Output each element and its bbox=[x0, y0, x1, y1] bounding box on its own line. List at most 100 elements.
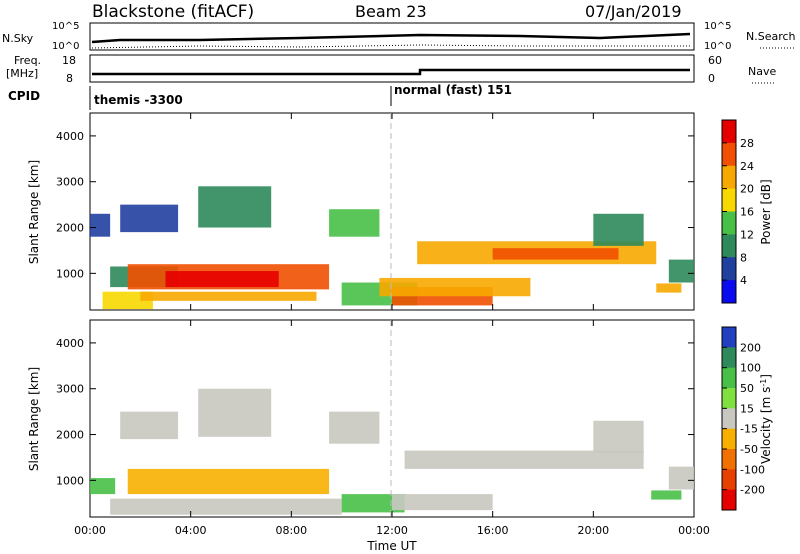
velocity-echo-band-4 bbox=[198, 388, 272, 437]
velocity-panel: 1000 2000 3000 4000 00:00 04:00 08:00 12:00 16:… bbox=[27, 319, 710, 553]
power-colorbar-label-1: 24 bbox=[740, 160, 754, 173]
power-echo-band-6 bbox=[120, 204, 179, 233]
freq-label: Freq. bbox=[14, 54, 41, 67]
power-echo-band-3 bbox=[165, 271, 279, 288]
cpid-label: CPID bbox=[8, 89, 40, 103]
power-echo-band-8 bbox=[329, 209, 380, 237]
power-colorbar: 28 24 20 16 12 8 4 Power [dB] bbox=[721, 119, 773, 304]
velocity-ytick-label-0: 1000 bbox=[56, 474, 84, 487]
figure-title: Blackstone (fitACF) bbox=[92, 2, 254, 22]
velocity-echo-band-3 bbox=[120, 411, 179, 440]
power-echo-band-5 bbox=[90, 213, 111, 237]
freq-panel: Freq. [MHz] 18 8 60 0 Nave bbox=[6, 54, 776, 85]
xtick-label-5: 20:00 bbox=[577, 524, 609, 537]
velocity-colorbar-label-2: 50 bbox=[740, 382, 754, 395]
xtick-label-6: 00:00 bbox=[678, 524, 710, 537]
power-ytick-label-1: 2000 bbox=[56, 222, 84, 235]
velocity-colorbar-swatch-2 bbox=[722, 367, 736, 389]
power-colorbar-swatch-5 bbox=[722, 234, 736, 258]
velocity-colorbar: 200 100 50 15 -15 -50 -100 -200 Velocity [m s-1… bbox=[721, 326, 773, 511]
date-label: 07/Jan/2019 bbox=[585, 2, 682, 21]
velocity-ytick-label-2: 3000 bbox=[56, 383, 84, 396]
nsearch-label: N.Search bbox=[746, 30, 796, 43]
power-colorbar-label-5: 8 bbox=[740, 251, 747, 264]
velocity-echo-band-5 bbox=[329, 411, 380, 444]
freq-line bbox=[92, 68, 690, 76]
beam-label: Beam 23 bbox=[355, 2, 427, 21]
nsearch-tick-top: 10^5 bbox=[704, 21, 731, 32]
velocity-colorbar-label-3: 15 bbox=[740, 402, 754, 415]
velocity-ytick-label-3: 4000 bbox=[56, 337, 84, 350]
velocity-echo-band-1 bbox=[110, 498, 342, 515]
velocity-colorbar-label-4: -15 bbox=[740, 423, 758, 436]
nave-tick-bottom: 0 bbox=[708, 72, 715, 85]
power-colorbar-swatch-0 bbox=[722, 120, 736, 144]
velocity-echo-band-11 bbox=[668, 466, 694, 490]
velocity-colorbar-swatch-0 bbox=[722, 327, 736, 348]
velocity-colorbar-label-7: -200 bbox=[740, 484, 765, 497]
velocity-colorbar-label-1: 100 bbox=[740, 362, 761, 375]
nsearch-line bbox=[91, 44, 690, 49]
cpid-segment-1: themis -3300 bbox=[94, 93, 183, 107]
power-ytick-label-2: 3000 bbox=[56, 176, 84, 189]
power-colorbar-swatch-2 bbox=[722, 165, 736, 190]
cpid-segment-2: normal (fast) 151 bbox=[394, 83, 512, 97]
velocity-echo-band-0 bbox=[90, 478, 116, 495]
velocity-colorbar-frame bbox=[721, 326, 737, 511]
velocity-echo-band-9 bbox=[593, 420, 644, 453]
velocity-echo-band-2 bbox=[127, 468, 330, 495]
power-echo-band-15 bbox=[656, 283, 682, 293]
power-ylabel: Slant Range [km] bbox=[27, 160, 41, 264]
freq-unit-label: [MHz] bbox=[6, 67, 38, 80]
velocity-echo-band-10 bbox=[651, 490, 682, 500]
nsky-line bbox=[91, 32, 691, 44]
power-colorbar-label-4: 12 bbox=[740, 228, 754, 241]
velocity-colorbar-label: Velocity [m s-1] bbox=[759, 374, 773, 464]
power-colorbar-swatch-3 bbox=[722, 188, 736, 212]
power-echo-band-11 bbox=[379, 277, 531, 297]
power-echo-band-16 bbox=[668, 259, 694, 283]
velocity-colorbar-label-0: 200 bbox=[740, 341, 761, 354]
x-axis-label: Time UT bbox=[366, 539, 417, 553]
power-ytick-label-0: 1000 bbox=[56, 267, 84, 280]
nave-label: Nave bbox=[748, 65, 776, 78]
power-panel: 1000 2000 3000 4000 Slant Range [km] bbox=[27, 112, 695, 311]
xtick-label-1: 04:00 bbox=[175, 524, 207, 537]
power-echo-band-14 bbox=[593, 213, 644, 246]
velocity-ylabel: Slant Range [km] bbox=[27, 367, 41, 471]
nave-tick-top: 60 bbox=[708, 54, 722, 67]
velocity-colorbar-label-6: -100 bbox=[740, 463, 765, 476]
nsky-label: N.Sky bbox=[2, 32, 34, 45]
velocity-colorbar-label-5: -50 bbox=[740, 443, 758, 456]
xtick-label-4: 16:00 bbox=[477, 524, 509, 537]
nsky-tick-top: 10^5 bbox=[52, 21, 79, 32]
velocity-colorbar-swatch-6 bbox=[722, 449, 736, 470]
power-echo-band-13 bbox=[492, 248, 619, 260]
nsearch-tick-bottom: 10^0 bbox=[704, 41, 731, 52]
power-ytick-label-3: 4000 bbox=[56, 130, 84, 143]
xtick-label-0: 00:00 bbox=[74, 524, 106, 537]
velocity-echo-band-8 bbox=[404, 450, 644, 469]
velocity-colorbar-swatch-4 bbox=[722, 408, 736, 430]
xtick-label-3: 12:00 bbox=[376, 524, 408, 537]
velocity-ytick-label-1: 2000 bbox=[56, 429, 84, 442]
velocity-echo-band-7 bbox=[392, 494, 493, 511]
power-colorbar-swatch-7 bbox=[722, 280, 736, 304]
power-colorbar-swatch-1 bbox=[722, 142, 736, 167]
velocity-colorbar-swatch-1 bbox=[722, 347, 736, 369]
power-colorbar-label-2: 20 bbox=[740, 183, 754, 196]
freq-tick-bottom: 8 bbox=[66, 72, 73, 85]
power-colorbar-label-0: 28 bbox=[740, 137, 754, 150]
xtick-label-2: 08:00 bbox=[275, 524, 307, 537]
cpid-row: CPID themis -3300 normal (fast) 151 bbox=[8, 83, 512, 110]
power-colorbar-label-3: 16 bbox=[740, 206, 754, 219]
velocity-colorbar-swatch-7 bbox=[722, 469, 736, 491]
velocity-echo-band-6 bbox=[341, 494, 405, 513]
nsky-panel: N.Sky 10^5 10^0 10^5 10^0 N.Search bbox=[2, 21, 796, 52]
power-colorbar-swatch-4 bbox=[722, 211, 736, 235]
power-colorbar-label-6: 4 bbox=[740, 274, 747, 287]
nsky-tick-bottom: 10^0 bbox=[52, 41, 79, 52]
velocity-colorbar-swatch-5 bbox=[722, 428, 736, 450]
freq-tick-top: 18 bbox=[62, 54, 76, 67]
